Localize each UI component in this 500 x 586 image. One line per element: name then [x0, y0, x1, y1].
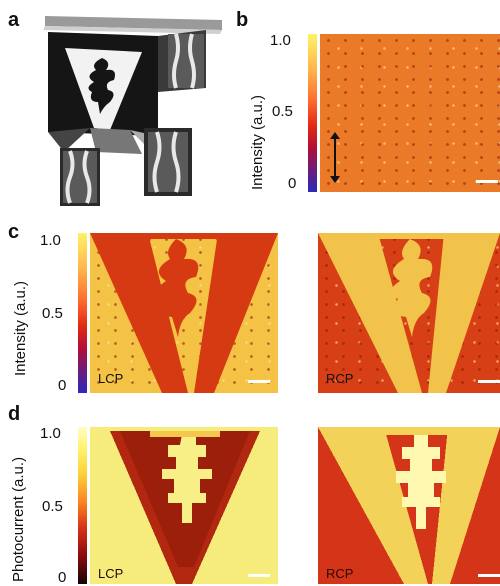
- panel-c-rcp-label: RCP: [326, 371, 354, 386]
- panel-b-intensity-image: [320, 34, 500, 192]
- panel-d-rcp-image: RCP: [318, 427, 500, 584]
- panel-d-lcp-label: LCP: [98, 566, 124, 581]
- panel-d-rcp-label: RCP: [326, 566, 354, 581]
- panel-d-ylabel: Photocurrent (a.u.): [10, 456, 27, 582]
- panel-d-colorbar: [78, 427, 87, 584]
- panel-d-lcp-image: LCP: [90, 427, 278, 584]
- panel-c-tick-1: 1.0: [40, 232, 61, 249]
- arrow-head-up: [330, 132, 340, 139]
- panel-d-tick-05: 0.5: [42, 498, 63, 515]
- panel-b-ylabel: Intensity (a.u.): [249, 94, 266, 190]
- panel-c-rcp-scalebar: [478, 380, 500, 383]
- panel-b-letter: b: [236, 9, 249, 31]
- device-schematic: [43, 16, 222, 206]
- panel-b-tick-1: 1.0: [270, 32, 291, 49]
- panel-c-colorbar: [78, 233, 87, 393]
- panel-b-scalebar: [476, 180, 498, 183]
- arrow-head-down: [330, 176, 340, 183]
- panel-c-ylabel: Intensity (a.u.): [12, 280, 29, 376]
- panel-b-tick-0: 0: [288, 175, 297, 192]
- double-arrow-icon: [334, 134, 336, 178]
- panel-c-letter: c: [8, 221, 20, 243]
- panel-c-tick-05: 0.5: [42, 305, 63, 322]
- panel-a-letter: a: [8, 9, 20, 31]
- panel-c-lcp-image: LCP: [90, 233, 278, 393]
- panel-b-tick-05: 0.5: [272, 103, 293, 120]
- panel-d-lcp-scalebar: [248, 574, 270, 577]
- panel-c-lcp-label: LCP: [98, 371, 124, 386]
- panel-d-letter: d: [8, 403, 21, 425]
- panel-c-lcp-scalebar: [248, 380, 270, 383]
- panel-c-tick-0: 0: [58, 377, 67, 394]
- panel-d-tick-1: 1.0: [40, 425, 61, 442]
- panel-d-tick-0: 0: [58, 569, 67, 586]
- panel-d-rcp-scalebar: [478, 574, 500, 577]
- panel-b-colorbar: [308, 34, 317, 192]
- panel-c-rcp-image: RCP: [318, 233, 500, 393]
